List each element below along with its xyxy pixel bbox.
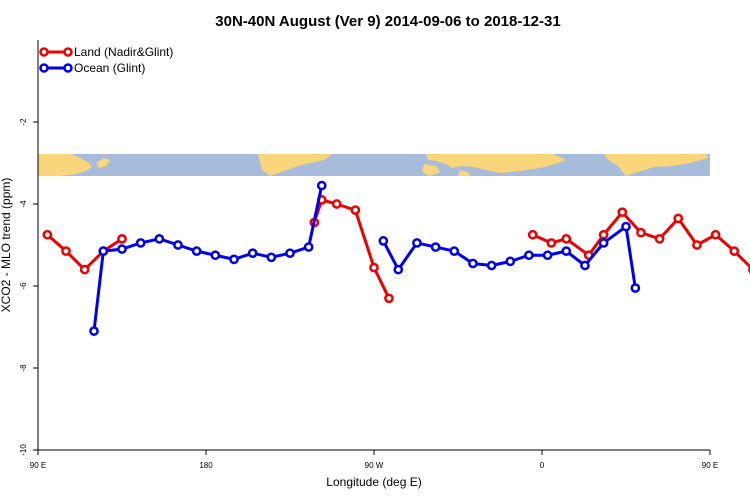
data-point [173, 240, 183, 250]
x-tick-label: 0 [540, 461, 545, 470]
series-ocean [89, 180, 641, 336]
data-point [303, 242, 314, 252]
data-point [393, 264, 404, 275]
data-point [117, 244, 127, 254]
legend-ocean-marker [63, 63, 73, 73]
data-point [527, 229, 538, 240]
map-land [422, 164, 440, 176]
map-land [426, 154, 566, 173]
data-point [598, 229, 609, 240]
data-point [229, 254, 239, 265]
data-point [331, 199, 342, 209]
data-point [430, 242, 441, 252]
data-point [42, 229, 53, 240]
legend-ocean-label: Ocean (Glint) [74, 61, 145, 75]
data-point [654, 234, 665, 244]
x-tick-label: 90 W [365, 461, 384, 470]
legend-ocean-marker [39, 63, 49, 73]
data-point [210, 250, 221, 261]
map-land [38, 154, 92, 176]
data-point [580, 260, 590, 271]
series-line [312, 198, 391, 299]
data-point [630, 283, 641, 293]
y-axis-label: XCO2 - MLO trend (ppm) [0, 178, 13, 313]
map-land [604, 154, 708, 176]
series-layer [42, 180, 750, 336]
data-point [710, 229, 721, 240]
data-point [79, 264, 90, 275]
data-point [692, 240, 702, 250]
data-point [285, 248, 295, 259]
chart-title: 30N-40N August (Ver 9) 2014-09-06 to 201… [215, 13, 560, 30]
data-point [266, 252, 277, 263]
data-point [524, 250, 534, 261]
data-point [316, 180, 327, 191]
data-point [546, 238, 557, 248]
data-point [378, 236, 389, 246]
y-tick-label: -4 [19, 200, 28, 208]
data-point [598, 238, 609, 248]
data-point [636, 227, 646, 238]
data-point [468, 258, 478, 269]
y-tick-label: -8 [19, 364, 28, 372]
y-tick-label: -6 [19, 282, 28, 290]
data-point [505, 256, 516, 267]
data-point [135, 238, 146, 248]
data-point [729, 246, 740, 256]
legend: Land (Nadir&Glint) Ocean (Glint) [39, 45, 173, 75]
data-point [89, 326, 99, 336]
series-land [42, 195, 750, 304]
data-point [98, 246, 109, 256]
y-tick-label: -10 [19, 444, 28, 456]
x-axis-label: Longitude (deg E) [326, 475, 421, 489]
data-point [350, 205, 361, 215]
x-tick-label: 90 E [702, 461, 718, 470]
map-land [96, 158, 110, 168]
data-point [61, 246, 71, 256]
data-point [117, 234, 127, 244]
data-point [154, 234, 165, 244]
y-tick-label: -2 [19, 118, 28, 126]
data-point [412, 238, 422, 248]
map-land [458, 170, 470, 176]
data-point [369, 262, 379, 273]
series-line [46, 233, 123, 272]
map-land [654, 158, 664, 165]
data-point [542, 250, 553, 261]
data-point [486, 260, 497, 271]
data-point [673, 213, 684, 224]
legend-land-marker [39, 47, 49, 57]
data-point [617, 207, 628, 218]
series-line [92, 185, 324, 332]
x-tick-label: 90 E [30, 461, 46, 470]
legend-land-marker [63, 47, 73, 57]
data-point [561, 246, 572, 256]
data-point [384, 293, 394, 304]
legend-land-label: Land (Nadir&Glint) [74, 45, 173, 59]
data-point [191, 246, 202, 256]
data-point [449, 246, 460, 256]
world-map-strip [38, 154, 710, 176]
data-point [561, 234, 572, 244]
data-point [621, 221, 631, 232]
map-land [258, 154, 332, 176]
data-point [247, 248, 258, 259]
x-tick-label: 180 [199, 461, 213, 470]
